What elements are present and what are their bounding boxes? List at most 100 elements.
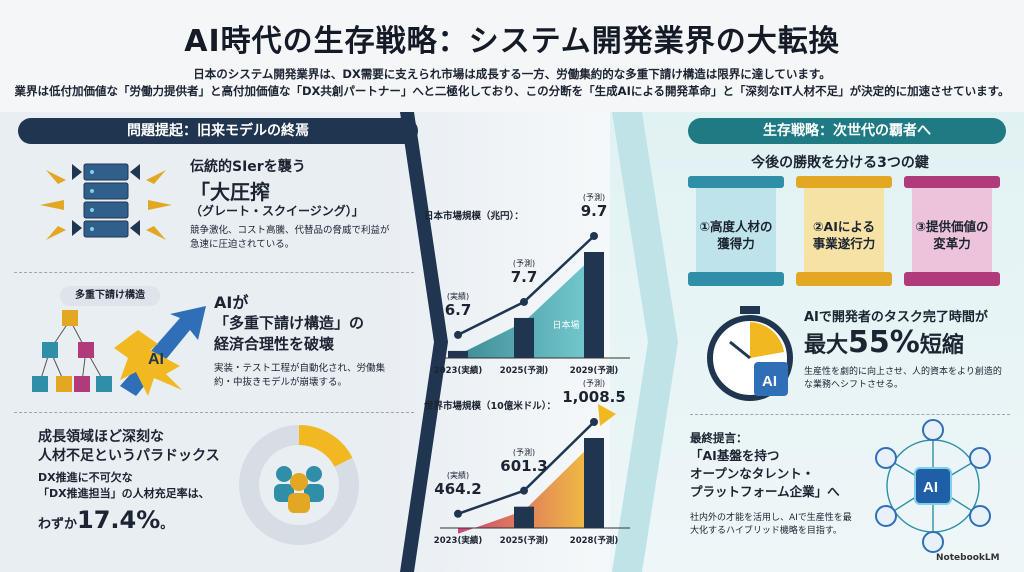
people-icon	[274, 466, 324, 513]
p2-title-line-1: AIが	[214, 293, 249, 312]
lead-text: 日本のシステム開発業界は、DX需要に支えられ市場は成長する一方、労働集約的な多重…	[0, 66, 1024, 100]
chart1-point	[520, 297, 528, 306]
chart1-bar	[514, 317, 534, 358]
subcontract-network-icon: AI	[32, 306, 206, 396]
pillars-graphic	[688, 176, 1000, 286]
p3-description: DX推進に不可欠な 「DX推進担当」の人材充足率は、	[38, 470, 228, 502]
p3-value-suffix: 。	[160, 517, 174, 532]
pillar-3-icon	[904, 176, 1000, 286]
lead-line-2: 業界は低付加価値な「労働力提供者」と高付加価値な「DX共創パートナー」へと二極化…	[14, 84, 1010, 98]
p3-title-line-1: 成長領域ほど深刻な	[38, 429, 164, 445]
r3-title-line-1: 「AI基盤を持つ	[690, 448, 780, 463]
server-squeeze-icon	[40, 163, 172, 240]
pillar-3-line-1: ③提供価値の	[915, 219, 989, 234]
chart1-bar	[584, 252, 604, 358]
pillar-2-label: ②AIによる 事業遂行力	[801, 218, 887, 252]
keys-title: 今後の勝敗を分ける3つの鍵	[751, 155, 929, 171]
p3-value-prefix: わずか	[38, 517, 78, 532]
chart1-note: (実績)	[446, 291, 470, 301]
chart2-note: (予測)	[582, 379, 606, 388]
left-divider-2	[14, 412, 414, 413]
right-divider	[690, 414, 1010, 415]
r2-description: 生産性を劇的に向上させ、人的資本をより創造的な業務へシフトさせる。	[804, 367, 1002, 390]
r2-title: AIで開発者のタスク完了時間が	[804, 310, 988, 325]
p3-desc-line-1: DX推進に不可欠な	[38, 471, 133, 484]
chart1-area	[458, 256, 594, 358]
chart1-value-label: 7.7	[510, 267, 538, 286]
p2-title-line-3: 経済合理性を破壊	[214, 335, 335, 353]
r2-ai-label: AI	[762, 373, 777, 390]
p1-sub-text: （グレート・スクイージング）」	[190, 204, 364, 218]
r3-description: 社内外の才能を活用し、AIで生産性を最大化するハイブリッド機略を目指す。	[690, 513, 852, 536]
talent-donut-chart	[239, 425, 359, 545]
talent-platform-network-icon: AI	[875, 419, 991, 553]
chart2-x-tick: 2028(予測)	[569, 536, 619, 546]
r2-big-prefix: 最大	[804, 333, 849, 358]
r3-title: 「AI基盤を持つ オープンなタレント・ プラットフォーム企業」へ	[690, 447, 860, 501]
chart2-note: (実績)	[446, 470, 470, 480]
chart2-x-tick: 2023(実績)	[433, 536, 483, 546]
chart1-x-tick: 2025(予測)	[499, 366, 549, 376]
pillar-3-label: ③提供価値の 変革力	[909, 218, 995, 252]
chart2-bar	[514, 506, 534, 528]
pillar-1-icon	[688, 176, 784, 286]
chart2-note: (予測)	[512, 447, 536, 457]
talent-donut-fill	[239, 425, 359, 545]
r3-label: 最終提言：	[690, 431, 748, 445]
p3-value-number: 17.4%	[77, 506, 161, 534]
chart1-note: (予測)	[582, 193, 606, 202]
p1-description: 競争激化、コスト高騰、代替品の脅威で利益が急速に圧迫されている。	[190, 225, 390, 250]
stopwatch-ai-icon: AI	[707, 306, 793, 401]
r3-ai-label: AI	[923, 479, 938, 496]
chart1-bar	[448, 350, 468, 358]
chart1-plot	[440, 232, 630, 359]
chart1-value-label: 9.7	[580, 202, 608, 220]
left-divider-1	[14, 272, 414, 273]
p3-title: 成長領域ほど深刻な 人材不足というパラドックス	[38, 428, 238, 466]
r3-title-line-2: オープンなタレント・	[690, 466, 815, 481]
p2-title: AIが 「多重下請け構造」の 経済合理性を破壊	[214, 292, 404, 355]
p1-big-text: 「大圧搾	[190, 180, 270, 204]
chart1-title: 日本市場規模（兆円）：	[424, 211, 524, 222]
brand-logo-text: NotebookLM	[936, 553, 1000, 563]
chart2-value-label: 601.3	[500, 456, 548, 475]
chart2-title: 世界市場規模（10億米ドル）：	[424, 401, 556, 412]
chart1-x-tick: 2023(実績)	[433, 366, 483, 376]
left-section-header: 問題提起：旧来モデルの終焉	[18, 118, 418, 144]
p3-value: わずか17.4%。	[38, 506, 173, 534]
pillar-1-line-2: 獲得力	[717, 236, 755, 251]
r2-big-number: 55%	[848, 325, 920, 360]
chart1-point	[454, 330, 462, 339]
pillar-2-icon	[796, 176, 892, 286]
pillar-3-line-2: 変革力	[933, 236, 971, 251]
right-chevron-arrow	[612, 112, 678, 572]
chart2-bar	[584, 438, 604, 528]
pillar-1-line-1: ①高度人材の	[699, 219, 773, 234]
chart2-arrow-head	[598, 404, 616, 426]
p2-description: 実装・テスト工程が自動化され、労働集約・中抜きモデルが崩壊する。	[214, 363, 386, 388]
chart1-point	[590, 232, 598, 240]
pillar-1-label: ①高度人材の 獲得力	[693, 218, 779, 252]
chart1-series-label: 日本場	[552, 320, 580, 331]
pillar-2-line-2: 事業遂行力	[812, 236, 876, 251]
p2-tag: 多重下請け構造	[60, 286, 160, 306]
p2-ai-label: AI	[148, 351, 164, 368]
lead-line-1: 日本のシステム開発業界は、DX需要に支えられ市場は成長する一方、労働集約的な多重…	[193, 67, 831, 81]
right-section-header: 生存戦略：次世代の覇者へ	[688, 118, 1006, 144]
chart1-value-label: 6.7	[444, 300, 472, 319]
chart2-point	[520, 486, 528, 495]
p2-title-line-2: 「多重下請け構造」の	[214, 314, 365, 332]
p3-desc-line-2: 「DX推進担当」の人材充足率は、	[38, 487, 210, 500]
chart2-point	[454, 509, 462, 518]
chart2-area	[458, 442, 594, 534]
pillar-2-line-1: ②AIによる	[812, 219, 876, 234]
p1-title: 伝統的SIerを襲う	[190, 159, 306, 175]
left-panel-bg	[0, 112, 430, 572]
chart2-value-label: 1,008.5	[562, 388, 626, 406]
r3-title-line-3: プラットフォーム企業」へ	[690, 484, 840, 499]
left-chevron-arrow	[400, 112, 448, 572]
chart2-point	[590, 418, 598, 426]
chart2-x-tick: 2025(予測)	[499, 536, 549, 546]
chart1-note: (予測)	[512, 258, 536, 268]
chart1-x-tick: 2029(予測)	[569, 366, 619, 376]
